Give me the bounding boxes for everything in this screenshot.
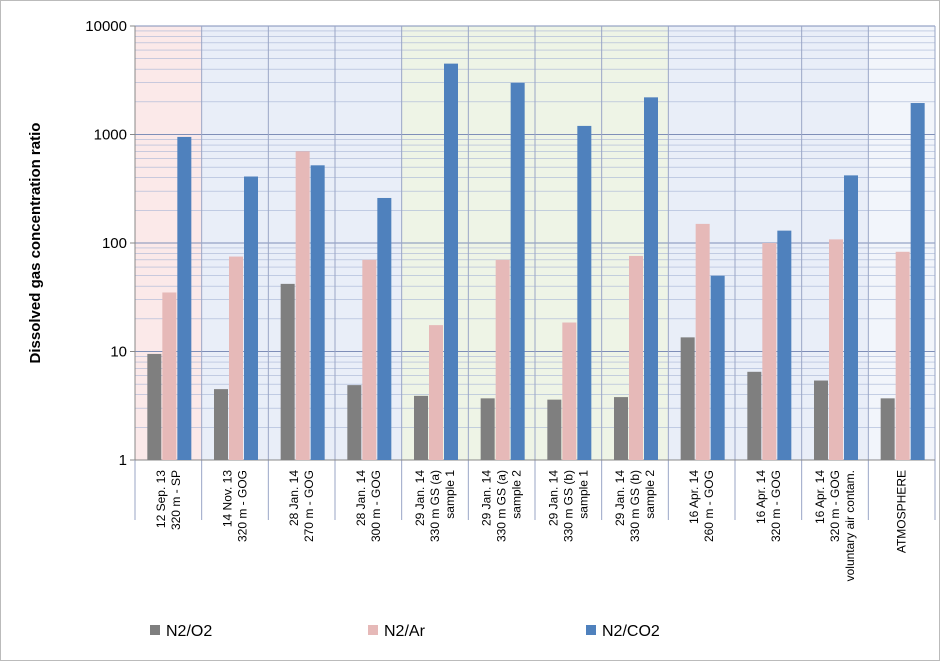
bar <box>362 259 377 460</box>
bar <box>629 255 643 460</box>
x-tick-label: sample 1 <box>576 470 590 519</box>
y-tick-label: 10 <box>110 344 127 361</box>
y-tick-label: 1000 <box>94 127 127 144</box>
y-tick-label: 10000 <box>85 18 127 35</box>
bar <box>895 251 910 460</box>
x-tick-label: 320 m - SP <box>169 470 183 530</box>
y-tick-label: 1 <box>119 452 127 469</box>
x-tick-label: 300 m - GOG <box>369 470 383 542</box>
legend-swatch <box>586 625 596 635</box>
legend-swatch <box>368 625 378 635</box>
x-tick-label: 12 Sep. 13 <box>154 470 168 528</box>
x-tick-label: 28 Jan. 14 <box>287 470 301 526</box>
bar <box>510 82 525 460</box>
y-tick-label: 100 <box>102 235 127 252</box>
x-tick-label: 330 m GS (a) <box>428 470 442 542</box>
bar <box>710 275 725 460</box>
bar <box>547 399 562 460</box>
bar <box>480 398 495 460</box>
bar <box>444 63 458 461</box>
bar <box>910 103 925 460</box>
x-tick-label: 320 m - GOG <box>236 470 250 542</box>
x-tick-label: sample 2 <box>643 470 657 519</box>
x-tick-label: 330 m GS (b) <box>561 470 575 542</box>
bar <box>844 175 858 461</box>
bar <box>495 259 510 460</box>
x-tick-label: 330 m GS (a) <box>495 470 509 542</box>
bar <box>347 385 362 460</box>
bar <box>177 136 192 460</box>
x-tick-label: 320 m - GOG <box>769 470 783 542</box>
bar <box>695 223 710 460</box>
bar <box>214 389 228 460</box>
x-tick-label: 29 Jan. 14 <box>413 470 427 526</box>
bar <box>829 239 843 460</box>
x-tick-label: 330 m GS (b) <box>628 470 642 542</box>
bar <box>295 151 310 460</box>
bar <box>680 337 695 460</box>
x-tick-label: voluntary air contam. <box>843 470 857 581</box>
x-tick-label: 260 m - GOG <box>702 470 716 542</box>
x-tick-label: 16 Apr. 14 <box>687 470 701 524</box>
legend-swatch <box>150 625 160 635</box>
x-tick-label: ATMOSPHERE <box>895 470 909 553</box>
x-tick-label: 14 Nov. 13 <box>221 470 235 527</box>
x-tick-label: 28 Jan. 14 <box>354 470 368 526</box>
legend-label: N2/CO2 <box>602 623 660 640</box>
bar <box>229 256 243 460</box>
bar <box>577 125 592 460</box>
x-tick-label: 29 Jan. 14 <box>613 470 627 526</box>
bar <box>777 230 792 460</box>
legend-label: N2/Ar <box>384 623 426 640</box>
bar <box>377 197 392 460</box>
bar <box>244 176 258 461</box>
bar <box>747 371 762 460</box>
bar <box>429 325 443 460</box>
bar <box>614 397 628 460</box>
bar <box>814 380 828 460</box>
x-tick-label: 270 m - GOG <box>302 470 316 542</box>
bar <box>147 353 162 460</box>
bar <box>762 243 777 460</box>
bar <box>162 292 177 460</box>
bar <box>414 395 428 460</box>
bar <box>310 165 325 460</box>
legend-label: N2/O2 <box>166 623 212 640</box>
x-tick-label: sample 1 <box>443 470 457 519</box>
y-axis-label: Dissolved gas concentration ratio <box>27 123 44 364</box>
x-tick-label: 29 Jan. 14 <box>546 470 560 526</box>
x-tick-label: sample 2 <box>510 470 524 519</box>
x-tick-label: 320 m - GOG <box>828 470 842 542</box>
x-tick-label: 16 Apr. 14 <box>813 470 827 524</box>
bar <box>280 283 295 460</box>
bar <box>644 97 658 460</box>
x-tick-label: 29 Jan. 14 <box>480 470 494 526</box>
bar <box>880 398 895 460</box>
bar <box>562 322 577 460</box>
x-tick-label: 16 Apr. 14 <box>754 470 768 524</box>
